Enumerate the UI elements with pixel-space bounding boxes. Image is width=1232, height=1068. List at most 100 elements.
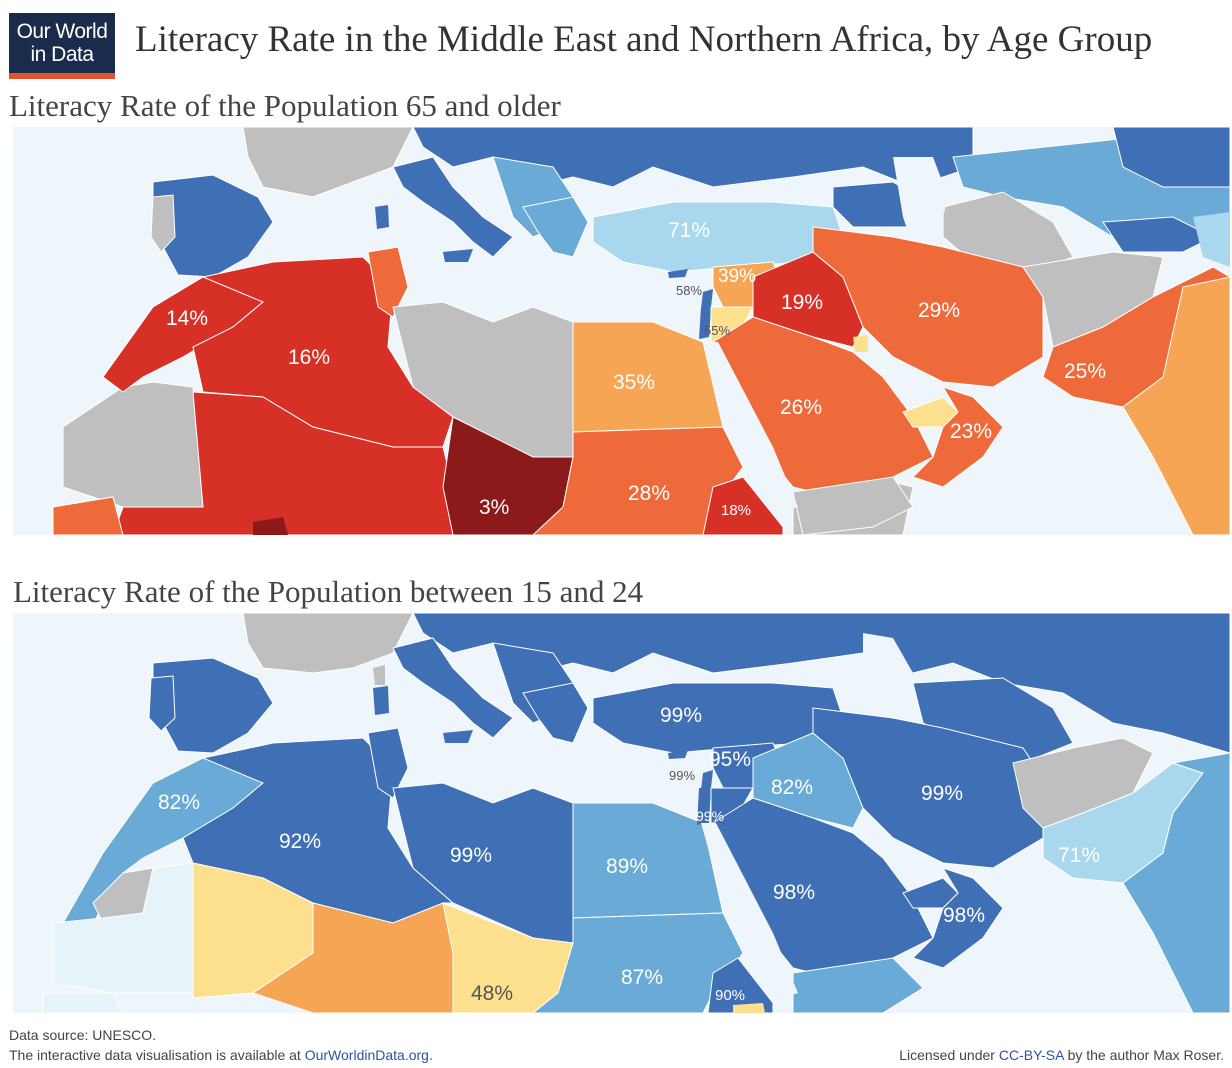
label-chad: 48% xyxy=(471,982,513,1005)
portugal-region xyxy=(148,675,176,732)
label-jordan: 55% xyxy=(704,323,730,338)
bottom-map: 99% 95% 99% 99% 82% 99% 82% 92% 99% 89% … xyxy=(13,613,1230,1013)
label-pakistan: 25% xyxy=(1064,360,1106,383)
label-morocco: 82% xyxy=(158,791,200,814)
license-prefix: Licensed under xyxy=(899,1047,999,1063)
kazakh-region xyxy=(1112,127,1230,188)
sudan-region xyxy=(532,912,744,1013)
red-sea xyxy=(703,342,798,512)
sudan-region xyxy=(532,426,744,535)
label-oman: 98% xyxy=(943,904,985,927)
yemen-region xyxy=(792,476,914,535)
portugal-region xyxy=(150,194,176,253)
kuwait-region xyxy=(853,335,868,352)
oman-region xyxy=(912,386,1004,488)
red-sea xyxy=(701,823,798,998)
western-sahara-region xyxy=(62,381,204,508)
label-algeria: 16% xyxy=(288,346,330,369)
label-syria: 39% xyxy=(718,266,756,287)
tunisia-region xyxy=(367,727,409,799)
italy-region xyxy=(392,156,514,258)
label-saudi: 98% xyxy=(773,881,815,904)
bottom-map-svg: 99% 95% 99% 99% 82% 99% 82% 92% 99% 89% … xyxy=(42,613,1230,1013)
ethiopia-region xyxy=(733,1003,765,1013)
label-sudan: 87% xyxy=(621,966,663,989)
senegal-region xyxy=(42,992,124,1013)
tunisia-region xyxy=(367,246,409,318)
label-egypt: 35% xyxy=(613,371,655,394)
top-map-svg: 71% 39% 58% 55% 19% 29% 14% 16% 35% 26% … xyxy=(52,127,1230,535)
label-turkey: 99% xyxy=(660,704,702,727)
niger-region xyxy=(251,902,454,1013)
logo-line-1: Our World xyxy=(16,20,108,43)
label-lebanon: 99% xyxy=(669,768,695,783)
europe-east-region xyxy=(412,127,974,188)
interactive-prefix: The interactive data visualisation is av… xyxy=(9,1047,305,1063)
logo-line-2: in Data xyxy=(30,43,94,66)
label-turkey: 71% xyxy=(668,219,710,242)
oman-region xyxy=(912,867,1004,969)
lebanon-region xyxy=(701,770,713,790)
corsica-region xyxy=(373,665,385,685)
iran-region xyxy=(812,226,1044,388)
label-iraq: 19% xyxy=(781,291,823,314)
top-map: 71% 39% 58% 55% 19% 29% 14% 16% 35% 26% … xyxy=(13,127,1230,535)
label-egypt: 89% xyxy=(606,855,648,878)
eritrea-region xyxy=(707,957,774,1013)
bottom-map-subtitle: Literacy Rate of the Population between … xyxy=(13,574,644,609)
egypt-region xyxy=(572,802,724,919)
italy-region xyxy=(392,637,514,739)
caspian-sea xyxy=(893,157,948,247)
label-iran: 99% xyxy=(921,782,963,805)
iran-region xyxy=(812,707,1044,869)
label-saudi: 26% xyxy=(780,396,822,419)
label-eritrea: 90% xyxy=(715,987,745,1004)
egypt-region xyxy=(572,321,724,433)
license-link[interactable]: CC-BY-SA xyxy=(998,1047,1064,1063)
sardinia-region xyxy=(375,205,389,229)
owid-link[interactable]: OurWorldinData.org xyxy=(304,1047,429,1063)
interactive-note: The interactive data visualisation is av… xyxy=(9,1047,433,1063)
lebanon-region xyxy=(701,289,713,309)
israel-region xyxy=(697,788,711,825)
top-map-subtitle: Literacy Rate of the Population 65 and o… xyxy=(9,88,561,123)
caspian-sea xyxy=(863,633,913,723)
label-iran: 29% xyxy=(918,299,960,322)
label-syria: 95% xyxy=(709,748,751,771)
license-note: Licensed under CC-BY-SA by the author Ma… xyxy=(899,1047,1224,1063)
eritrea-region xyxy=(702,476,784,535)
label-algeria: 92% xyxy=(279,830,321,853)
page-title: Literacy Rate in the Middle East and Nor… xyxy=(135,19,1153,60)
cyprus-region xyxy=(668,750,688,759)
data-source: Data source: UNESCO. xyxy=(9,1027,157,1043)
india-region xyxy=(1122,276,1230,535)
label-iraq: 82% xyxy=(771,776,813,799)
label-pakistan: 71% xyxy=(1058,844,1100,867)
label-chad: 3% xyxy=(479,496,509,519)
tajik-region xyxy=(1102,216,1215,253)
france-region xyxy=(242,127,414,198)
label-libya: 99% xyxy=(450,844,492,867)
sicily-region xyxy=(443,730,473,743)
label-jordan: 99% xyxy=(696,808,724,824)
label-oman: 23% xyxy=(950,420,992,443)
interactive-suffix: . xyxy=(428,1047,433,1063)
china-region xyxy=(1193,212,1230,267)
cyprus-region xyxy=(668,269,688,278)
greece-region xyxy=(522,682,589,744)
owid-logo: Our World in Data xyxy=(9,13,115,79)
france-region xyxy=(242,613,414,674)
license-suffix: by the author Max Roser. xyxy=(1063,1047,1224,1063)
sardinia-region xyxy=(373,686,389,715)
label-morocco: 14% xyxy=(166,307,208,330)
label-sudan: 28% xyxy=(628,482,670,505)
sicily-region xyxy=(443,249,473,262)
india-region xyxy=(1122,752,1230,1013)
label-eritrea: 18% xyxy=(721,502,751,519)
burkina-region xyxy=(52,496,124,535)
label-lebanon: 58% xyxy=(676,283,702,298)
nigeria-region xyxy=(253,517,288,535)
greece-region xyxy=(522,196,589,258)
israel-region xyxy=(699,307,711,339)
yemen-region xyxy=(792,957,924,1013)
